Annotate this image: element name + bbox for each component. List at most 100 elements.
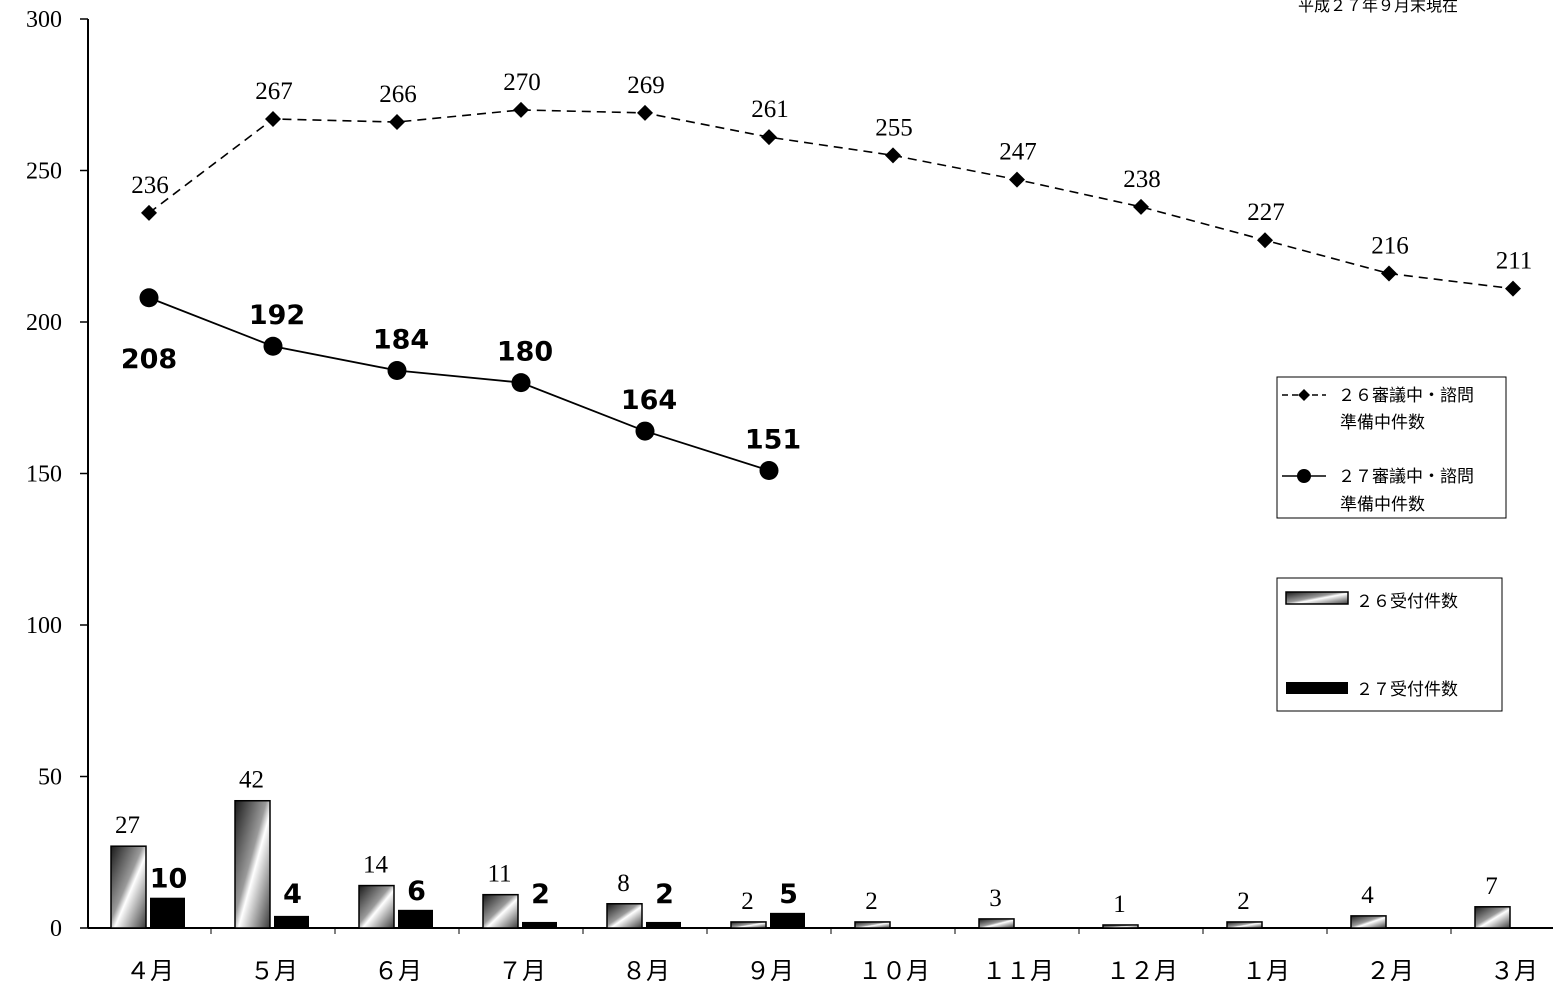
lines — [139, 101, 1521, 480]
bar-27-value-label: 6 — [407, 876, 426, 907]
bar-26-value-label: 14 — [363, 852, 389, 879]
bar-26-receipts — [854, 921, 891, 929]
y-tick-label: 250 — [26, 159, 62, 185]
bar-26-value-label: 2 — [741, 888, 754, 915]
x-tick-label: ９月 — [746, 957, 794, 983]
point-27-pending — [387, 360, 407, 380]
point-26-value-label: 267 — [255, 78, 293, 105]
y-tick-label: 100 — [26, 613, 62, 639]
y-tick-label: 300 — [26, 7, 62, 33]
point-26-pending — [1381, 265, 1397, 282]
point-26-pending — [1133, 198, 1149, 215]
legend-bar-26-label: ２６受付件数 — [1356, 592, 1458, 612]
point-26-value-label: 238 — [1123, 166, 1161, 193]
bar-26-receipts — [1102, 924, 1139, 929]
x-tick-label: ７月 — [498, 957, 546, 983]
point-27-pending — [139, 288, 159, 308]
x-tick-label: １月 — [1242, 957, 1290, 983]
bar-26-receipts — [1474, 906, 1511, 929]
point-26-value-label: 255 — [875, 114, 913, 141]
y-tick-label: 150 — [26, 462, 62, 488]
point-27-pending — [263, 336, 283, 356]
bar-26-value-label: 2 — [1237, 888, 1250, 915]
point-27-pending — [759, 460, 779, 480]
point-26-pending — [389, 114, 405, 131]
legend-lines: ２６審議中・諮問 準備中件数 ２７審議中・諮問 準備中件数 — [1276, 376, 1507, 519]
legend-lines-box — [1276, 376, 1507, 519]
point-27-pending — [635, 421, 655, 441]
bar-27-receipts — [398, 909, 433, 928]
bar-27-receipts — [274, 915, 309, 928]
x-tick-label: ４月 — [126, 957, 174, 983]
bar-26-receipts — [358, 884, 395, 929]
point-27-pending — [511, 373, 531, 393]
bar-26-receipts — [110, 845, 147, 929]
point-26-pending — [885, 147, 901, 164]
bar-26-receipts — [1350, 915, 1387, 929]
bar-26-value-label: 3 — [989, 885, 1002, 912]
x-tick-label: ３月 — [1490, 957, 1538, 983]
x-tick-label: １１月 — [982, 957, 1054, 983]
bar-26-value-label: 11 — [487, 861, 511, 888]
point-26-pending — [265, 110, 281, 127]
x-tick-label: ６月 — [374, 957, 422, 983]
legend-diamond-marker — [1298, 389, 1310, 401]
point-26-value-label: 261 — [751, 96, 789, 123]
legend-line-26-label-2: 準備中件数 — [1340, 413, 1425, 433]
point-26-value-label: 211 — [1496, 248, 1533, 275]
y-tick-label: 200 — [26, 310, 62, 336]
bar-26-receipts — [234, 799, 271, 929]
bars — [110, 799, 1511, 929]
x-tick-label: ２月 — [1366, 957, 1414, 983]
point-26-value-label: 227 — [1247, 199, 1285, 226]
point-27-value-label: 192 — [249, 300, 305, 331]
point-26-pending — [513, 101, 529, 118]
line-27-pending — [148, 296, 770, 472]
bar-26-value-label: 42 — [239, 767, 264, 794]
x-tick-label: ８月 — [622, 957, 670, 983]
bar-26-receipts — [1226, 921, 1263, 929]
bar-26-value-label: 1 — [1113, 891, 1126, 918]
axes: 0 50 100 150 200 250 300 ４月 ５月 ６月 ７月 ８月 ９月 １０月 １１月 １２月 １… — [26, 7, 1553, 983]
legend-circle-marker — [1297, 469, 1311, 483]
line-26-pending — [148, 109, 1514, 290]
bar-27-receipts — [150, 897, 185, 928]
point-26-value-label: 247 — [999, 139, 1037, 166]
bar-27-value-label: 10 — [150, 864, 188, 895]
bar-27-receipts — [646, 921, 681, 928]
x-tick-label: １０月 — [858, 957, 930, 983]
point-27-value-label: 164 — [621, 385, 677, 416]
point-26-value-label: 236 — [131, 172, 169, 199]
bar-26-value-label: 27 — [115, 812, 140, 839]
legend-bars: ２６受付件数 ２７受付件数 — [1276, 577, 1503, 712]
bar-26-receipts — [606, 903, 643, 929]
x-tick-label: ５月 — [250, 957, 298, 983]
bar-26-receipts — [730, 921, 767, 929]
point-27-value-label: 184 — [373, 324, 429, 355]
point-26-value-label: 270 — [503, 69, 541, 96]
point-26-value-label: 216 — [1371, 233, 1409, 260]
bar-26-value-label: 4 — [1361, 882, 1374, 909]
bar-26-receipts — [978, 918, 1015, 929]
legend-bar-27-swatch — [1286, 682, 1348, 694]
bar-26-value-label: 2 — [865, 888, 878, 915]
bar-27-value-label: 5 — [779, 879, 798, 910]
legend-bar-27-label: ２７受付件数 — [1356, 680, 1458, 700]
bar-27-value-label: 4 — [283, 879, 302, 910]
y-tick-label: 50 — [38, 765, 62, 791]
point-26-pending — [1009, 171, 1025, 188]
y-tick-label: 0 — [50, 916, 62, 942]
bar-26-receipts — [482, 893, 519, 929]
x-tick-label: １２月 — [1106, 957, 1178, 983]
bar-26-value-label: 7 — [1485, 873, 1498, 900]
point-26-pending — [141, 204, 157, 221]
legend-line-27-label-2: 準備中件数 — [1340, 495, 1425, 515]
point-26-pending — [1257, 232, 1273, 249]
point-26-value-label: 269 — [627, 72, 665, 99]
bar-26-value-label: 8 — [617, 870, 630, 897]
point-26-pending — [637, 104, 653, 121]
point-27-value-label: 151 — [745, 424, 801, 455]
point-26-pending — [1505, 280, 1521, 297]
legend-line-27-label-1: ２７審議中・諮問 — [1338, 467, 1474, 487]
